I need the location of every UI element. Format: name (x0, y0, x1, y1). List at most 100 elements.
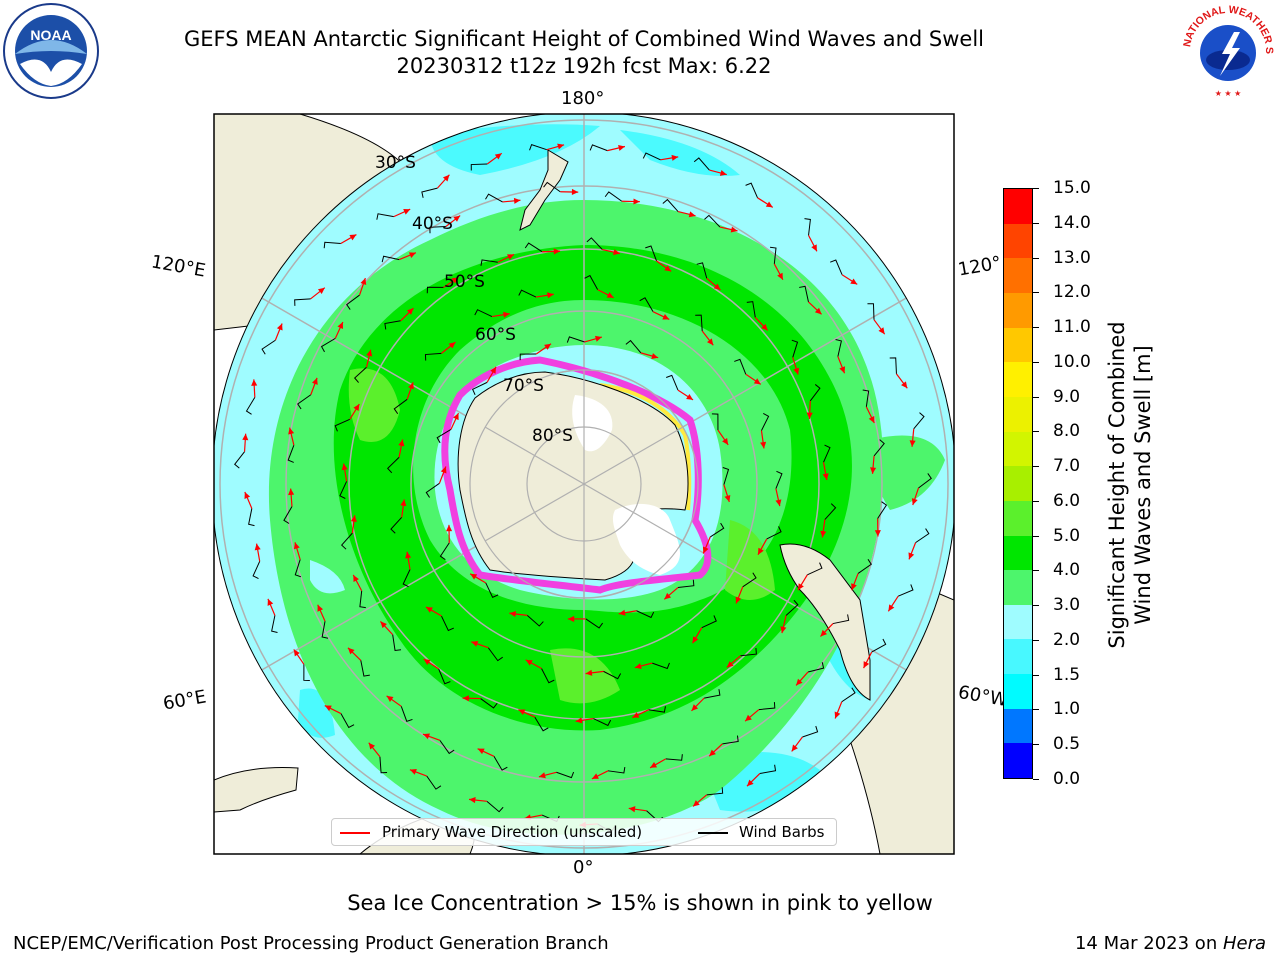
wind-barb (439, 542, 450, 561)
wave-arrow-head (518, 709, 526, 716)
wave-arrow-head (618, 609, 626, 616)
legend-arrow-line (340, 832, 370, 834)
wind-barb (485, 582, 499, 598)
wave-arrow-head (341, 463, 348, 471)
wave-arrow-head (618, 144, 625, 151)
wave-arrow-head (398, 439, 405, 447)
wind-barb (711, 413, 719, 431)
legend-barb-line (698, 832, 728, 834)
wave-arrow-head (451, 277, 459, 284)
colorbar-tick-mark (1033, 570, 1039, 572)
wave-arrow-head (811, 244, 817, 252)
wave-arrow-head (470, 573, 478, 580)
wave-arrow-head (745, 714, 752, 722)
wind-barb (677, 579, 695, 589)
wind-barb (918, 473, 932, 489)
wind-barb (665, 754, 683, 761)
wave-arrow-head (814, 307, 822, 315)
wind-barb (485, 193, 503, 203)
wind-barb (604, 191, 623, 202)
wave-arrow-head (863, 661, 870, 669)
wave-direction-arrows (234, 143, 932, 833)
colorbar-tick-label: 0.0 (1053, 769, 1081, 789)
wind-barb (323, 241, 341, 249)
wind-barb (807, 562, 823, 576)
wind-barb (360, 660, 370, 677)
wind-barb (248, 508, 255, 527)
wind-barb (526, 615, 544, 627)
wave-arrow-head (337, 322, 343, 330)
wave-arrow-head (423, 733, 430, 740)
wave-arrow-head (403, 209, 411, 215)
wind-barb (294, 559, 302, 578)
wind-barb (480, 259, 498, 266)
wind-barb (889, 357, 897, 374)
lat-label-70s: 70°S (503, 376, 544, 396)
wind-barb (303, 664, 310, 682)
wave-arrow-head (820, 629, 828, 637)
wind-barb (586, 237, 603, 250)
wind-barb (759, 764, 777, 775)
wind-barb (745, 182, 758, 199)
svg-text:NOAA: NOAA (30, 27, 71, 43)
wave-arrow-head (746, 779, 754, 787)
wave-arrow-head (425, 606, 433, 613)
wind-barb (519, 353, 537, 361)
colorbar-tick-mark (1033, 779, 1039, 780)
wave-arrow-head (908, 552, 915, 560)
wind-barb (439, 740, 455, 755)
colorbar-tick-label: 1.5 (1053, 664, 1081, 685)
wave-arrow-head (386, 695, 394, 702)
wind-barb (529, 143, 547, 151)
colorbar-tick-mark (1033, 361, 1039, 363)
wind-barb (493, 756, 508, 771)
wind-barb (662, 198, 679, 212)
colorbar-segment (1004, 570, 1032, 605)
sea-ice-note: Sea Ice Concentration > 15% is shown in … (347, 891, 933, 915)
wind-barb (556, 771, 575, 779)
wind-barb (742, 572, 757, 588)
wave-arrow-head (613, 249, 620, 256)
wind-barb (809, 384, 821, 402)
wave-arrow-head (353, 574, 359, 582)
wind-barb (761, 413, 770, 431)
wave-arrow-head (360, 278, 367, 285)
wind-barb (722, 735, 739, 745)
wave-arrow-head (702, 546, 709, 554)
wave-arrow-head (317, 604, 324, 612)
colorbar-segment (1004, 362, 1032, 397)
lat-label-30s: 30°S (375, 153, 416, 173)
colorbar-segment (1004, 189, 1032, 224)
wind-barb (802, 725, 819, 738)
colorbar-segment (1004, 293, 1032, 328)
wind-barb (775, 470, 783, 489)
wind-barb (746, 301, 756, 318)
wave-arrow-head (448, 342, 456, 349)
wind-barb (913, 412, 925, 430)
wave-arrow-head (870, 467, 877, 474)
colorbar-segment (1004, 535, 1032, 571)
wave-arrow-head (633, 198, 640, 205)
wind-barb (426, 286, 444, 294)
wind-barb (648, 706, 666, 713)
wind-barb (271, 615, 278, 633)
wave-arrow-head (408, 382, 414, 390)
wind-barb (823, 444, 831, 463)
wind-barb (835, 338, 842, 357)
wind-barb (392, 634, 402, 652)
wind-barb (693, 157, 710, 171)
lat-label-40s: 40°S (412, 214, 453, 234)
wind-barb (857, 558, 872, 574)
colorbar-segment (1004, 500, 1032, 536)
wave-arrow-head (632, 712, 640, 718)
wind-barb (543, 181, 561, 193)
colorbar-segment (1004, 708, 1032, 744)
colorbar-tick-label: 14.0 (1053, 212, 1091, 233)
wind-barb (830, 259, 843, 275)
colorbar-tick-label: 9.0 (1053, 386, 1081, 407)
wind-barb (636, 610, 655, 619)
colorbar-tick-label: 15.0 (1053, 178, 1091, 198)
wave-arrow-head (765, 201, 773, 208)
wave-arrow-head (513, 197, 521, 204)
wave-arrow-head (760, 441, 767, 449)
